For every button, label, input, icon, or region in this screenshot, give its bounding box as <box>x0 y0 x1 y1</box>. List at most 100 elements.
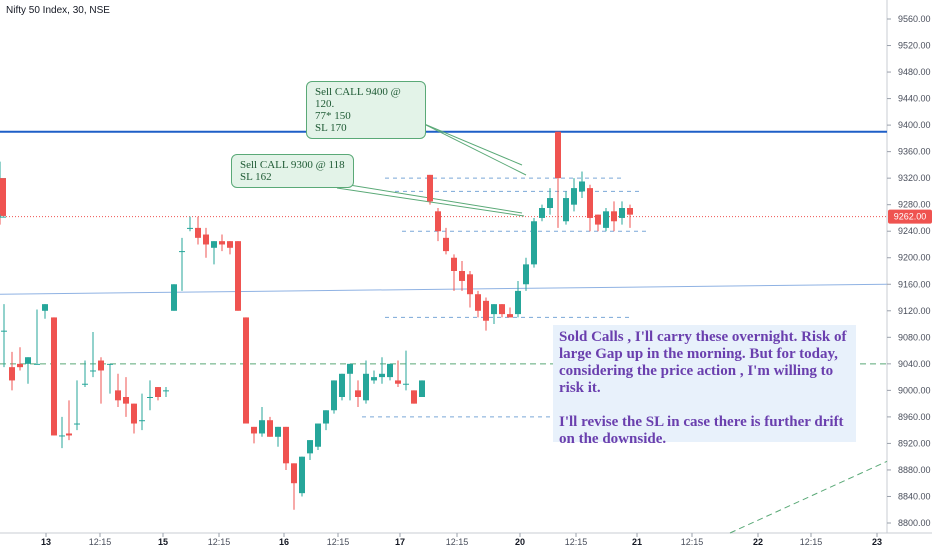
candle-body <box>619 208 625 218</box>
candle-body <box>459 271 465 281</box>
candle-body <box>443 237 449 252</box>
candle-body <box>163 390 169 392</box>
candle-body <box>251 426 257 434</box>
x-tick-label: 16 <box>279 537 289 547</box>
candle-body <box>539 208 545 218</box>
x-tick-label: 12:15 <box>446 537 469 547</box>
y-tick-label: 9280.00 <box>898 200 931 210</box>
candle-body <box>395 380 401 384</box>
candle-body <box>0 178 6 216</box>
candle-body <box>315 423 321 447</box>
annotation-sell-call-9300[interactable]: Sell CALL 9300 @ 118 SL 162 <box>231 154 354 188</box>
candle-body <box>187 227 193 229</box>
candle-body <box>419 380 425 397</box>
x-tick-label: 12:15 <box>681 537 704 547</box>
y-tick-label: 9080.00 <box>898 332 931 342</box>
candle-body <box>74 423 80 425</box>
support-line-dashed <box>729 460 888 534</box>
candle-body <box>211 241 217 248</box>
candle-body <box>515 290 521 315</box>
x-tick-label: 23 <box>872 537 882 547</box>
candle-body <box>243 317 249 424</box>
y-tick-label: 9000.00 <box>898 385 931 395</box>
y-tick-label: 8840.00 <box>898 491 931 501</box>
candle-body <box>499 304 505 315</box>
commentary-paragraph-1: Sold Calls , I'll carry these overnight.… <box>559 329 847 396</box>
candle-body <box>34 363 40 365</box>
candle-body <box>299 456 305 494</box>
candle-body <box>323 410 329 424</box>
candle-body <box>435 211 441 232</box>
candle-body <box>491 304 497 315</box>
x-tick-label: 17 <box>395 537 405 547</box>
trend-line <box>0 283 888 295</box>
y-tick-label: 8880.00 <box>898 465 931 475</box>
candle-body <box>339 373 345 397</box>
annotation-pointer-1b <box>419 121 527 176</box>
candle-body <box>171 284 177 311</box>
candle-body <box>195 227 201 238</box>
candle-body <box>131 403 137 424</box>
commentary-paragraph-2: I'll revise the SL in case there is furt… <box>559 414 844 447</box>
y-tick-label: 9240.00 <box>898 226 931 236</box>
chart-title: Nifty 50 Index, 30, NSE <box>6 5 110 16</box>
candle-body <box>579 181 585 192</box>
candle-body <box>483 300 489 321</box>
candle-body <box>107 363 113 365</box>
candle-body <box>82 383 88 385</box>
candle-body <box>155 387 161 397</box>
candle-body <box>1 330 7 332</box>
candle-body <box>627 208 633 215</box>
y-tick-label: 9320.00 <box>898 173 931 183</box>
commentary-note[interactable]: Sold Calls , I'll carry these overnight.… <box>553 325 856 447</box>
y-tick-label: 9040.00 <box>898 359 931 369</box>
candle-body <box>42 304 48 311</box>
x-tick-label: 21 <box>632 537 642 547</box>
annotation-sell-call-9400[interactable]: Sell CALL 9400 @ 120. 77* 150 SL 170 <box>306 81 426 139</box>
candle-body <box>387 363 393 378</box>
candle-body <box>275 426 281 437</box>
candle-body <box>475 294 481 311</box>
candle-body <box>59 435 65 437</box>
candle-body <box>451 257 457 271</box>
x-tick-label: 22 <box>753 537 763 547</box>
candle-body <box>355 390 361 397</box>
candle-body <box>371 377 377 381</box>
candle-body <box>98 360 104 371</box>
candle-body <box>90 370 96 372</box>
candle-body <box>571 188 577 205</box>
last-price-label: 9262.00 <box>894 212 927 222</box>
y-tick-label: 9120.00 <box>898 306 931 316</box>
candle-body <box>283 426 289 464</box>
candle-body <box>203 234 209 245</box>
x-tick-label: 20 <box>515 537 525 547</box>
candle-body <box>555 131 561 179</box>
y-tick-label: 9560.00 <box>898 14 931 24</box>
y-tick-label: 8920.00 <box>898 438 931 448</box>
y-tick-label: 9360.00 <box>898 147 931 157</box>
candle-body <box>17 363 23 368</box>
x-tick-label: 12:15 <box>800 537 823 547</box>
candle-body <box>139 420 145 422</box>
candle-body <box>427 174 433 202</box>
candle-body <box>411 390 417 404</box>
candle-body <box>227 241 233 248</box>
y-tick-label: 8800.00 <box>898 518 931 528</box>
candle-body <box>267 420 273 437</box>
candle-body <box>219 241 225 245</box>
candle-body <box>179 251 185 253</box>
x-tick-label: 13 <box>41 537 51 547</box>
candle-body <box>603 211 609 228</box>
candle-body <box>291 463 297 484</box>
candle-body <box>563 198 569 222</box>
y-tick-label: 9480.00 <box>898 67 931 77</box>
candle-body <box>147 397 153 398</box>
x-tick-label: 12:15 <box>89 537 112 547</box>
candle-body <box>51 317 57 436</box>
y-tick-label: 9400.00 <box>898 120 931 130</box>
candle-body <box>363 373 369 401</box>
candle-body <box>595 214 601 225</box>
last-price-tag <box>888 209 932 224</box>
candle-body <box>523 264 529 285</box>
